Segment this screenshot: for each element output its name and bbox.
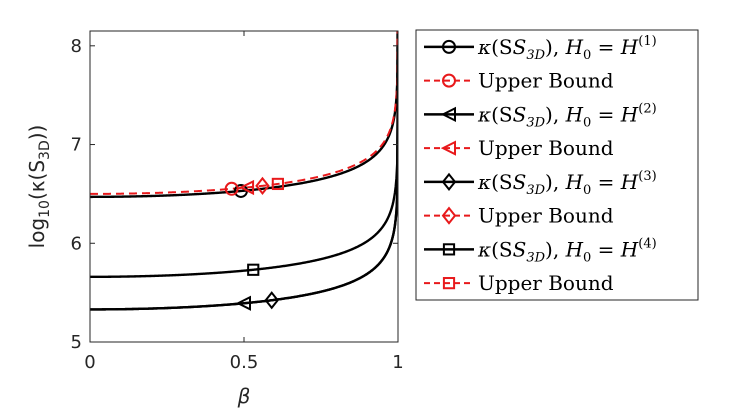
- markers: [224, 176, 284, 311]
- marker-square-8: [271, 177, 284, 191]
- legend-box: [415, 29, 699, 301]
- legend-label-kappa: κ(SS3D), H0 = H(4): [477, 236, 657, 265]
- kappa-curve-1: [90, 31, 398, 199]
- x-tick-label: 1: [392, 352, 403, 373]
- kappa-curve-4: [90, 44, 398, 279]
- legend-marker-diamond: [441, 206, 457, 225]
- marker-diamond-6: [255, 176, 270, 195]
- legend-entry: Upper Bound: [424, 69, 614, 93]
- legend-label-bound: Upper Bound: [478, 69, 614, 93]
- y-tick-label: 6: [71, 233, 82, 254]
- legend-entry: Upper Bound: [424, 136, 614, 160]
- legend-entry: Upper Bound: [424, 204, 614, 228]
- marker-diamond-5: [264, 291, 280, 310]
- legend-entry: κ(SS3D), H0 = H(2): [424, 101, 657, 130]
- legend-marker-square: [442, 243, 456, 256]
- legend-label-kappa: κ(SS3D), H0 = H(2): [477, 101, 657, 130]
- legend-label-bound: Upper Bound: [478, 136, 614, 160]
- kappa-curve-3: [90, 77, 398, 311]
- legend-marker-triangle-left: [440, 140, 456, 156]
- y-tick-label: 7: [71, 135, 82, 156]
- legend-label-kappa: κ(SS3D), H0 = H(1): [477, 34, 657, 63]
- y-tick-label: 5: [71, 332, 82, 353]
- legend-entry: κ(SS3D), H0 = H(1): [424, 34, 657, 63]
- x-tick-label: 0: [84, 352, 95, 373]
- marker-circle-2: [224, 181, 239, 196]
- legend-entry: κ(SS3D), H0 = H(4): [424, 236, 657, 265]
- legend-marker-circle: [442, 39, 456, 54]
- legend-label-bound: Upper Bound: [478, 204, 614, 228]
- curves: [90, 31, 398, 311]
- legend-marker-circle: [442, 73, 456, 88]
- marker-square-7: [247, 263, 260, 276]
- legend-entry: Upper Bound: [424, 271, 614, 295]
- x-tick-label: 0.5: [230, 352, 259, 373]
- legend-marker-square: [442, 277, 456, 290]
- legend: κ(SS3D), H0 = H(1) Upper Bound κ(SS3D), H0…: [415, 29, 699, 301]
- y-axis-label: log10(κ(S3D)): [25, 125, 53, 249]
- legend-entry: κ(SS3D), H0 = H(3): [424, 169, 657, 198]
- marker-triangle-left-3: [235, 295, 251, 311]
- legend-label-kappa: κ(SS3D), H0 = H(3): [477, 169, 657, 198]
- y-tick-label: 8: [71, 36, 82, 57]
- marker-triangle-left-4: [238, 179, 255, 196]
- axes: 0 0.5 1 5 6 7 8 β log10(κ(S3D)): [25, 30, 404, 408]
- legend-marker-diamond: [441, 172, 457, 191]
- legend-label-bound: Upper Bound: [478, 271, 614, 295]
- x-axis-label: β: [237, 384, 251, 408]
- legend-marker-triangle-left: [440, 106, 456, 122]
